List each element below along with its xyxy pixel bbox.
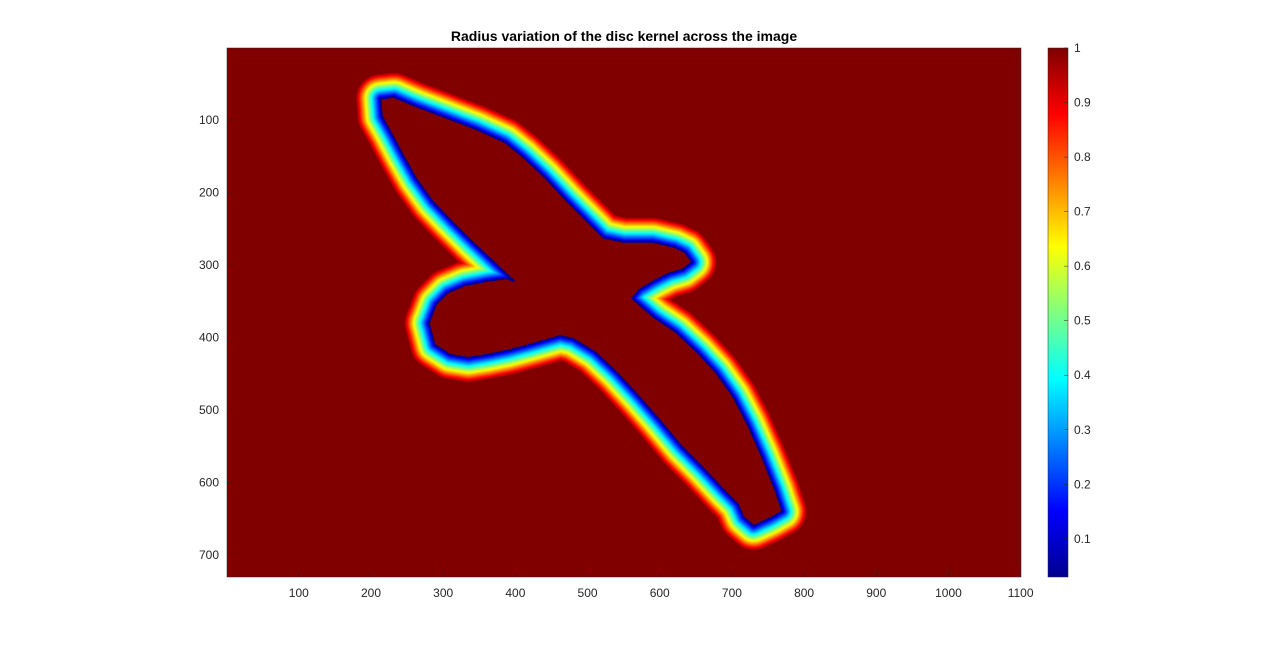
x-tick-label: 1000: [935, 586, 962, 600]
colorbar-tick-label: 0.8: [1074, 150, 1091, 164]
y-tick-label: 700: [199, 548, 219, 562]
colorbar: 0.1 0.2 0.3 0.4 0.5 0.6 0.7 0.8 0.9 1: [1047, 41, 1091, 578]
plot-area: [226, 47, 1022, 578]
colorbar-tick-label: 0.2: [1074, 477, 1091, 491]
x-tick-label: 900: [866, 586, 886, 600]
x-tick-label: 400: [505, 586, 525, 600]
colorbar-tick-label: 0.3: [1074, 423, 1091, 437]
y-axis-ticks: 100 200 300 400 500 600 700: [199, 113, 232, 562]
y-tick-label: 400: [199, 331, 219, 345]
y-tick-label: 300: [199, 258, 219, 272]
colorbar-ticks: 0.1 0.2 0.3 0.4 0.5 0.6 0.7 0.8 0.9 1: [1064, 41, 1091, 546]
colorbar-tick-label: 0.7: [1074, 205, 1091, 219]
x-tick-label: 800: [794, 586, 814, 600]
x-tick-label: 500: [578, 586, 598, 600]
colorbar-tick-label: 0.5: [1074, 314, 1091, 328]
colorbar-tick-label: 0.4: [1074, 368, 1091, 382]
x-tick-label: 700: [722, 586, 742, 600]
colorbar-gradient: [1047, 47, 1069, 578]
x-axis-ticks: 100 200 300 400 500 600 700 800 900 1000 1100: [289, 572, 1034, 600]
x-tick-label: 1100: [1008, 586, 1034, 600]
y-tick-label: 600: [199, 475, 219, 489]
x-tick-label: 200: [361, 586, 381, 600]
chart-title: Radius variation of the disc kernel acro…: [451, 28, 797, 44]
y-tick-label: 100: [199, 113, 219, 127]
colorbar-tick-label: 0.1: [1074, 532, 1091, 546]
y-tick-label: 200: [199, 186, 219, 200]
x-tick-label: 300: [433, 586, 453, 600]
x-tick-label: 600: [650, 586, 670, 600]
colorbar-tick-label: 0.6: [1074, 259, 1091, 273]
contour-interior: [380, 96, 783, 526]
contour-edge: [379, 95, 784, 527]
y-tick-label: 500: [199, 403, 219, 417]
plot-frame: [226, 47, 1022, 578]
x-tick-label: 100: [289, 586, 309, 600]
colorbar-tick-label: 1: [1074, 41, 1081, 55]
contour-band: [355, 71, 808, 552]
colorbar-tick-label: 0.9: [1074, 96, 1091, 110]
